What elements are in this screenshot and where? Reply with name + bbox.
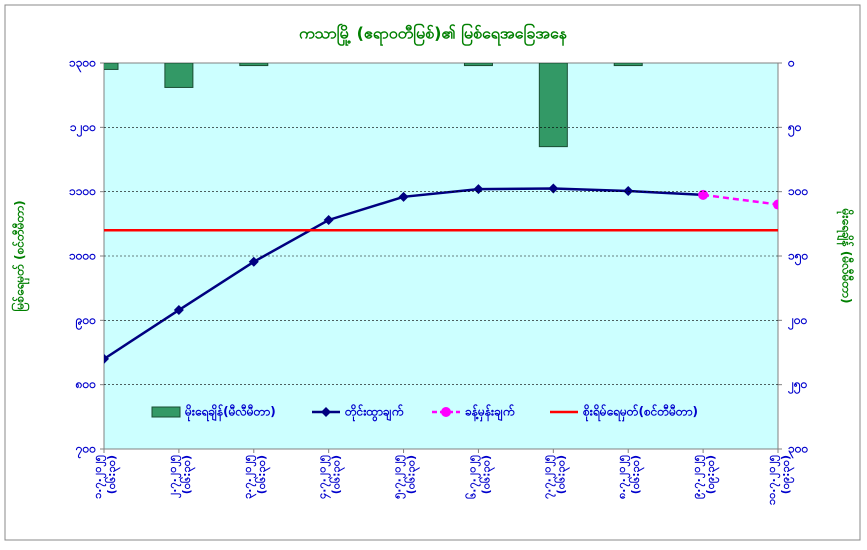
x-tick-label: ၈.၇.၂၀၂၅	[615, 454, 631, 499]
y-tick-label: ၁၀၀၀	[69, 249, 96, 263]
bar	[538, 63, 568, 148]
point	[323, 214, 334, 225]
x-tick-note: (၀၆:၃၀)	[330, 455, 346, 494]
point	[104, 353, 109, 364]
x-tick-label: ၄.၇.၂၀၂၅	[316, 454, 332, 499]
point	[773, 199, 778, 210]
legend-marker	[441, 407, 451, 417]
x-tick-note: (၀၆:၃၀)	[180, 455, 196, 494]
y-tick-label: ၉၀၀	[75, 313, 97, 331]
point	[548, 183, 559, 194]
legend-marker	[321, 407, 331, 417]
x-tick-label: ၇.၇.၂၀၂၅	[540, 454, 556, 499]
y-axis-title: မြစ်ရေမှတ် (စင်တီမီတာ)	[10, 200, 31, 311]
line	[702, 193, 778, 206]
bar	[239, 63, 269, 67]
x-tick-note: (၀၉:၃၀)	[704, 455, 720, 494]
x-tick-label: ၁၀.၇.၂၀၂၅	[765, 454, 781, 505]
y2-axis-title: မိုးရေချိန် (မီလီမီတာ)	[836, 208, 856, 304]
bar	[463, 63, 493, 67]
point	[698, 189, 709, 200]
x-tick-label: ၁.၇.၂၀၂၅	[91, 454, 107, 499]
bar	[613, 63, 643, 67]
y2-tick-label: ၁၀၀	[788, 184, 809, 198]
x-tick-note: (၀၆:၃၀)	[255, 455, 271, 494]
x-tick-label: ၃.၇.၂၀၂၅	[241, 454, 257, 499]
y2-tick-label: ၂၅၀	[787, 377, 808, 395]
legend-label: စိုးရိမ်ရေမှတ်(စင်တီမီတာ)	[582, 403, 698, 423]
y-tick-label: ၈၀၀	[75, 377, 97, 391]
y2-tick-label: ၁၅၀	[788, 249, 809, 267]
x-tick-note: (၀၆:၃၀)	[405, 455, 421, 494]
point	[248, 256, 259, 267]
x-tick-note: (၀၆:၃၀)	[105, 455, 121, 494]
y-tick-label: ၁၂၀၀	[70, 120, 96, 138]
x-tick-label: ၂.၇.၂၀၂၅	[166, 454, 182, 498]
x-tick-note: (၀၆:၃၀)	[479, 455, 495, 494]
x-tick-note: (၀၉:၃၀)	[779, 455, 795, 494]
point	[398, 191, 409, 202]
x-tick-label: ၅.၇.၂၀၂၅	[391, 454, 407, 499]
point	[173, 305, 184, 316]
x-tick-note: (၀၆:၃၀)	[629, 455, 645, 494]
y2-tick-label: ၂၀၀	[787, 313, 808, 331]
y2-tick-label: ၀	[787, 56, 795, 70]
y2-tick-label: ၅၀	[787, 120, 802, 138]
point	[623, 186, 634, 197]
y-tick-label: ၇၀၀	[75, 442, 97, 460]
legend-swatch	[151, 406, 181, 418]
y-tick-label: ၁၁၀၀	[69, 184, 96, 198]
legend-label: မိုးရေချိန်(မီလီမီတာ)	[184, 403, 276, 423]
bar	[164, 63, 194, 88]
legend-label: ခန့်မှန်းချက်	[465, 403, 515, 423]
x-tick-note: (၀၆:၃၀)	[554, 455, 570, 494]
legend-label: တိုင်းထွာချက်	[344, 403, 404, 423]
x-tick-label: ၆.၇.၂၀၂၅	[465, 454, 481, 499]
y-tick-label: ၁၃၀၀	[69, 56, 96, 74]
bar	[104, 63, 119, 70]
y2-tick-label: ၃၀၀	[788, 442, 809, 460]
x-tick-label: ၉.၇.၂၀၂၅	[690, 454, 706, 499]
